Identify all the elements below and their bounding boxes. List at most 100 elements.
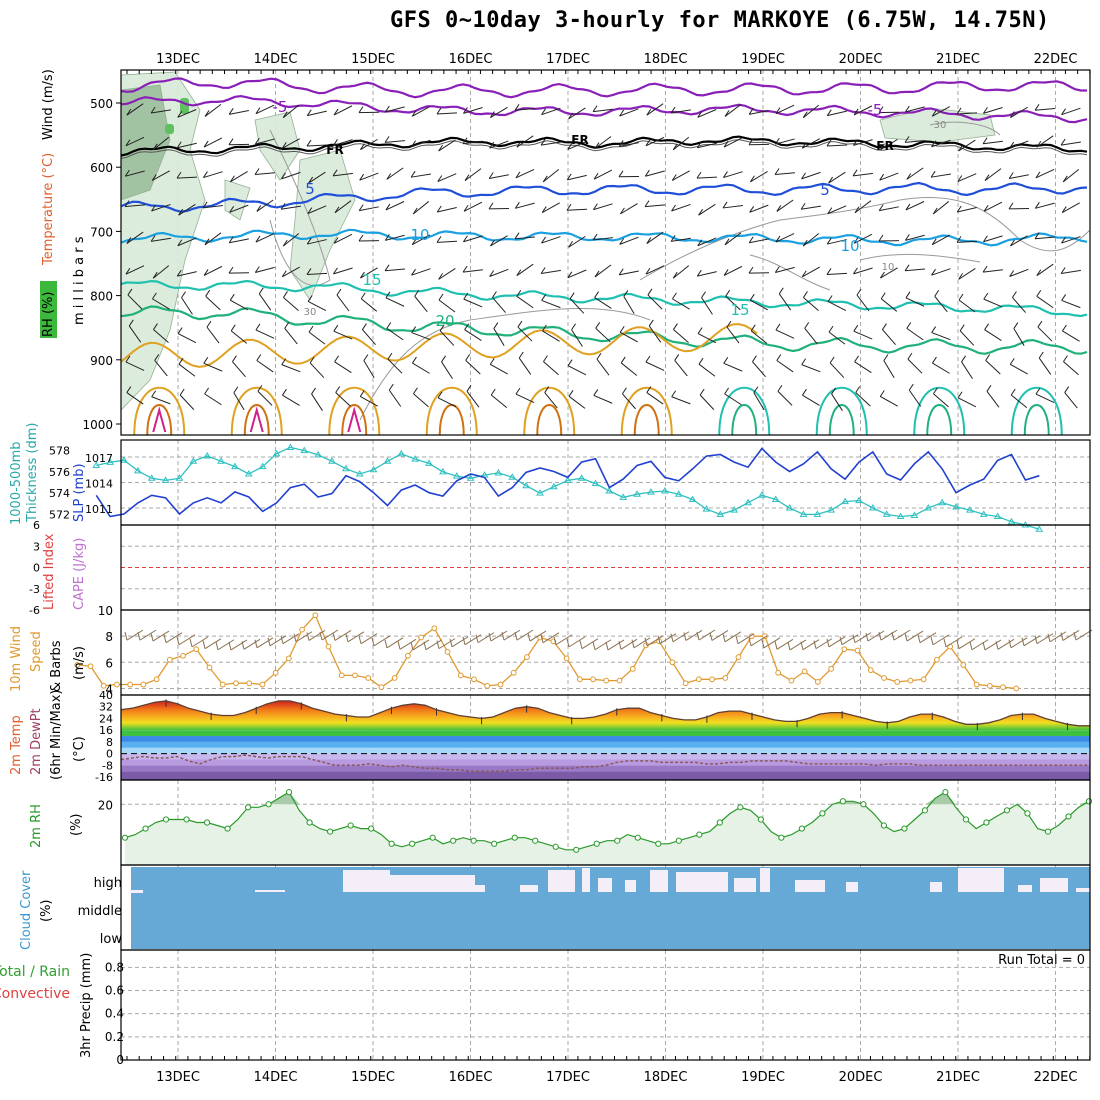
wind10-barb-flag <box>1021 637 1025 646</box>
wind-barb-flag <box>698 357 704 365</box>
wind-barb-flag <box>308 176 314 184</box>
wind-barb <box>723 205 743 209</box>
wind-barb <box>931 139 951 148</box>
contour-label: 15 <box>730 301 749 319</box>
wind-barb-flag <box>309 356 315 364</box>
wind10-marker <box>312 612 319 619</box>
wind10-marker <box>973 681 980 688</box>
wind-barb <box>826 144 848 147</box>
wind-barb-flag <box>306 237 312 245</box>
thickness-marker <box>494 468 503 476</box>
wind-barb <box>514 236 536 240</box>
wind-barb <box>436 240 458 243</box>
wind-barb <box>959 330 975 346</box>
thickness-marker <box>660 487 669 494</box>
wind-barb <box>125 361 145 371</box>
wind-barb <box>384 268 406 272</box>
wind10-barb <box>594 639 612 651</box>
cloud-gap <box>390 875 475 892</box>
wind-barb <box>984 168 1002 182</box>
wind-barb <box>569 298 585 314</box>
wind-barb-flag <box>620 207 625 215</box>
warm-contour-inner <box>1023 404 1050 435</box>
wind-barb <box>281 205 301 210</box>
thickness-marker <box>411 455 420 462</box>
wind-barb-flag <box>462 265 468 273</box>
wind-barb <box>181 297 193 315</box>
wind-barb <box>257 390 273 406</box>
wind-barb <box>541 141 561 146</box>
wind-barb-flag <box>541 294 547 301</box>
wind10-barb-flag <box>1008 639 1012 648</box>
wind10-barb-flag <box>319 631 323 641</box>
rh-label: RH (%) <box>41 292 56 337</box>
wind-barb <box>1061 236 1081 244</box>
wind-barb-flag <box>230 175 235 183</box>
wind-barb <box>1064 392 1078 409</box>
wind-barb-flag <box>774 137 780 145</box>
warm-contour <box>620 386 673 435</box>
wind-barb <box>802 266 820 278</box>
thickness-marker <box>508 473 517 480</box>
thickness-marker <box>868 504 877 511</box>
slp-tick-label: 1017 <box>85 452 113 465</box>
wind-barb-flag <box>1009 141 1015 149</box>
wind-barb <box>697 237 717 247</box>
wind10-marker <box>193 646 200 653</box>
lifted-index-tick: 6 <box>33 519 40 532</box>
wind-label: Wind (m/s) <box>41 69 56 140</box>
wind-barb-flag <box>648 319 654 327</box>
thickness-marker <box>549 482 558 490</box>
wind-barb-flag <box>983 107 988 114</box>
wind-barb <box>931 268 951 276</box>
wind-barb <box>360 267 378 279</box>
wind-barb-flag <box>176 171 182 179</box>
thickness-marker <box>286 443 295 450</box>
wind-barb-flag <box>438 293 444 301</box>
wind10-marker <box>828 665 834 672</box>
y-tick-label: 700 <box>90 225 113 239</box>
wind-barb <box>542 168 560 183</box>
wind10-barb <box>815 638 833 650</box>
wind-barb <box>750 299 768 311</box>
wind-barb <box>957 173 977 182</box>
wind-barb-flag <box>930 170 936 178</box>
rh-contour <box>929 121 1001 136</box>
wind-barb <box>726 326 740 344</box>
wind-barb <box>1010 394 1028 409</box>
thickness-marker <box>855 496 863 504</box>
wind-barb-flag <box>543 355 548 362</box>
wind10-barb <box>269 635 287 647</box>
wind-barb-flag <box>333 267 338 275</box>
wind-barb-flag <box>723 269 729 276</box>
wind10-barb-flag <box>332 632 336 641</box>
wind-barb-flag <box>1034 232 1040 239</box>
wind-barb <box>1013 328 1025 346</box>
warm-contour <box>718 386 771 435</box>
wind10-marker <box>1013 685 1020 692</box>
wind-barb-flag <box>228 138 234 145</box>
cloud-gap <box>1076 888 1090 892</box>
wind-barb-flag <box>410 170 416 178</box>
wind-barb <box>388 389 402 407</box>
wind-barb <box>571 329 583 347</box>
wind-barb <box>853 330 873 340</box>
wind10-barb <box>451 636 469 648</box>
wind-barb-flag <box>281 142 287 149</box>
wind-barb-flag <box>204 387 210 395</box>
wind-barb <box>126 103 144 116</box>
wind-barb <box>465 360 481 375</box>
date-label-bottom: 19DEC <box>741 1070 785 1085</box>
wind-barb-flag <box>883 354 889 361</box>
wind-barb <box>1062 202 1080 214</box>
wind-barb <box>904 140 926 143</box>
wind-barb-flag <box>463 235 468 243</box>
wind-barb-flag <box>956 107 962 115</box>
wind-barb <box>438 139 456 152</box>
temp-band <box>121 771 1090 780</box>
wind-barb-flag <box>126 237 132 244</box>
wind10-barb-flag <box>1073 631 1077 641</box>
wind-barb <box>282 266 300 278</box>
wind-barb <box>412 201 430 215</box>
wind-barb <box>724 393 742 406</box>
